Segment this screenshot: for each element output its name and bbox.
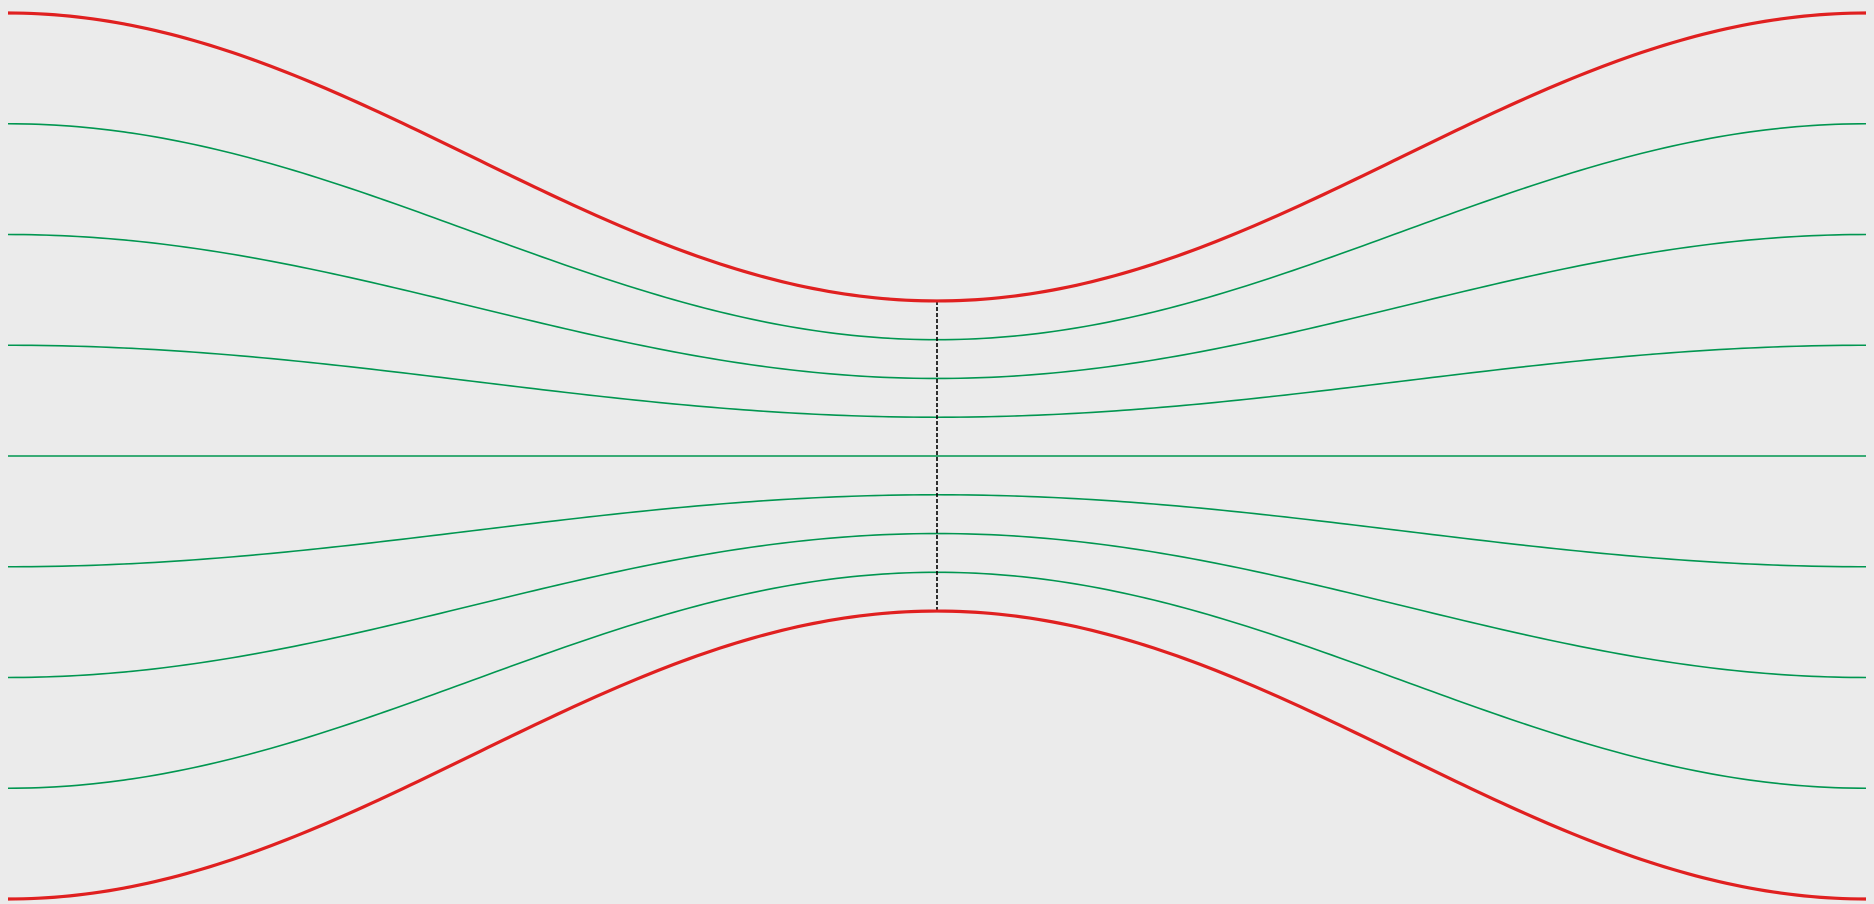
- channel-walls: [7, 11, 1867, 901]
- upper-wall: [7, 11, 1867, 303]
- lower-wall: [7, 609, 1867, 901]
- streamline-6: [7, 233, 1867, 380]
- streamline-2: [7, 532, 1867, 679]
